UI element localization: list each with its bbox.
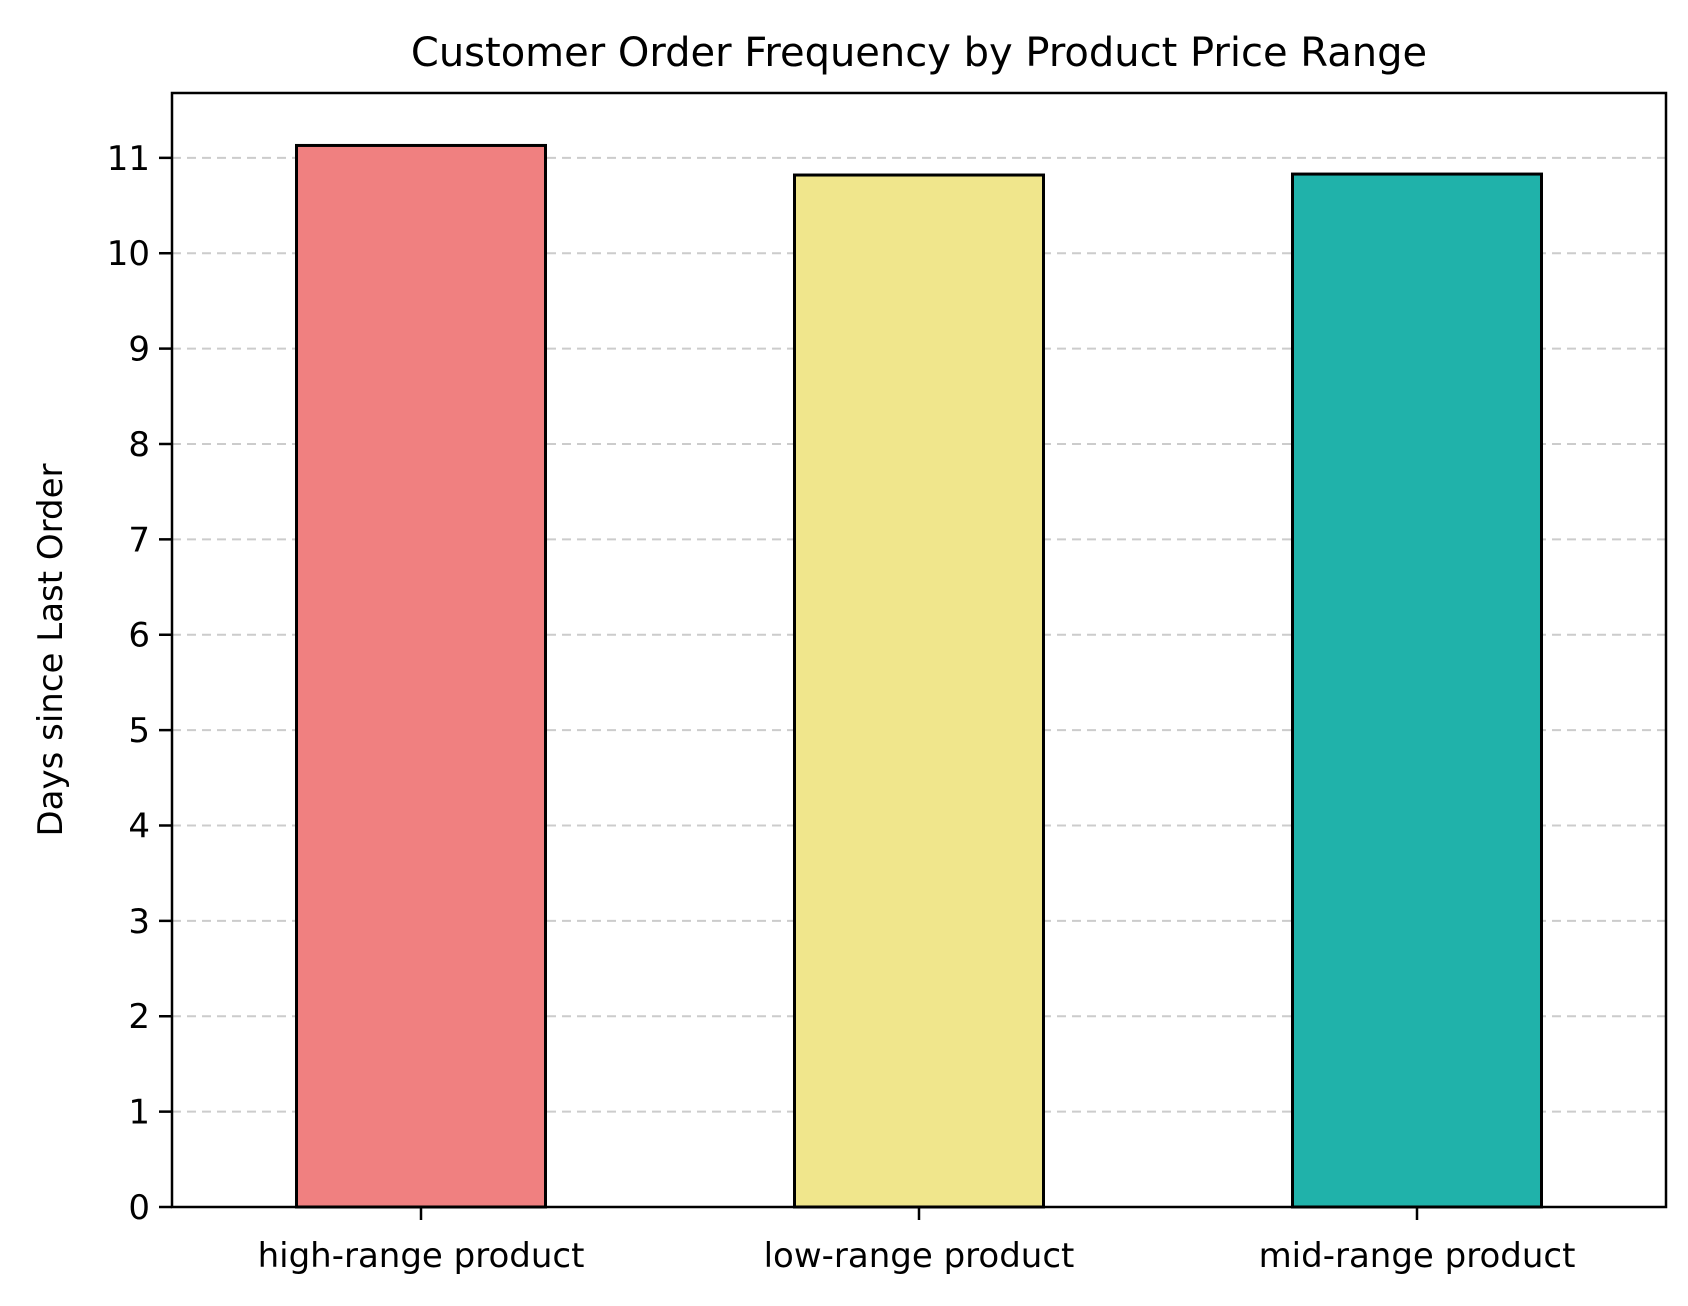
y-tick-label: 11 [107,139,150,179]
y-tick-label: 2 [128,997,150,1037]
y-tick-label: 6 [128,616,150,656]
y-tick-label: 7 [128,520,150,560]
y-tick-label: 3 [128,902,150,942]
y-axis: 0 1 2 3 4 5 6 7 8 9 10 11 [107,139,172,1228]
bar-low-range-product [793,173,1045,1209]
y-tick-label: 5 [128,711,150,751]
x-tick-label: low-range product [764,1236,1075,1276]
bar-layer [295,143,1543,1209]
bar-high-range-product [295,143,547,1209]
y-tick-label: 8 [128,425,150,465]
y-tick-label: 4 [128,806,150,846]
chart-title: Customer Order Frequency by Product Pric… [411,30,1427,76]
x-tick-label: high-range product [258,1236,585,1276]
y-axis-label: Days since Last Order [31,463,71,836]
y-tick-label: 9 [128,330,150,370]
y-tick-label: 0 [128,1188,150,1228]
x-tick-label: mid-range product [1259,1236,1576,1276]
y-tick-label: 10 [107,234,150,274]
x-axis: high-range product low-range product mid-r… [258,1207,1576,1276]
y-tick-label: 1 [128,1093,150,1133]
bar-mid-range-product [1291,172,1543,1209]
